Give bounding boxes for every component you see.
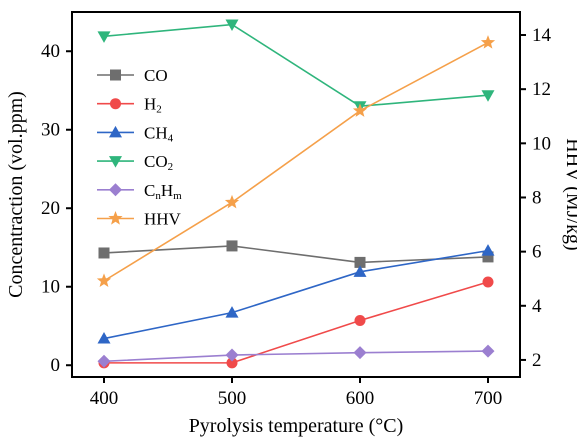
y2-tick-label: 10 [532, 133, 551, 154]
point-hhv [352, 103, 368, 117]
legend-item-co: CO [97, 66, 168, 85]
line-ch4 [103, 249, 489, 340]
line-h2 [104, 281, 489, 364]
y-axis-title: Concentraction (vol.ppm) [5, 91, 27, 298]
point-co [226, 240, 238, 252]
line-co [103, 245, 489, 264]
point-ch4 [97, 332, 111, 344]
x-tick-label: 700 [474, 388, 503, 409]
y2-axis-title: HHV (MJ/kg) [562, 138, 577, 250]
y-tick-label: 20 [41, 198, 60, 219]
legend-item-co2: CO2 [97, 152, 173, 173]
line-co2 [103, 23, 489, 108]
point-cnhm [97, 354, 111, 368]
point-ch4 [481, 244, 495, 256]
point-cnhm [225, 348, 239, 362]
point-co [98, 247, 110, 259]
y2-tick-label: 6 [532, 242, 542, 263]
point-cnhm [353, 346, 367, 360]
y2-tick-label: 8 [532, 187, 542, 208]
series-h2 [98, 276, 494, 369]
point-h2 [226, 357, 238, 369]
point-hhv [480, 35, 496, 49]
y2-tick-label: 2 [532, 350, 542, 371]
point-co2 [481, 90, 495, 102]
line-hhv [103, 41, 489, 282]
legend-item-ch4: CH4 [97, 123, 174, 144]
series-cnhm [97, 344, 495, 368]
point-h2 [354, 314, 366, 326]
point-hhv [224, 194, 240, 209]
legend-item-hhv: HHV [97, 210, 182, 229]
legend-label-cnhm: CnHm [144, 181, 182, 202]
ticks-layer: 400 500 600 700 0 10 20 30 40 2 4 6 8 10 12 14 [41, 25, 552, 409]
series-hhv [96, 35, 496, 287]
legend-marker-ch4 [109, 125, 122, 138]
legend-label-hhv: HHV [144, 210, 182, 229]
y-tick-label: 0 [51, 355, 61, 376]
legend-label-co2: CO2 [144, 152, 173, 173]
series-co [98, 240, 494, 268]
legend-marker-cnhm [109, 183, 122, 197]
x-tick-label: 600 [346, 388, 375, 409]
point-co2 [97, 31, 111, 43]
legend-marker-h2 [110, 98, 121, 110]
y-tick-label: 40 [41, 41, 60, 62]
point-ch4 [353, 265, 367, 277]
point-hhv [96, 273, 112, 287]
y-tick-label: 10 [41, 277, 60, 298]
series-ch4 [97, 244, 495, 344]
series-layer [96, 19, 496, 369]
y-tick-label: 30 [41, 120, 60, 141]
point-co [482, 251, 494, 263]
x-tick-label: 400 [90, 388, 119, 409]
point-h2 [482, 276, 494, 288]
x-axis-title: Pyrolysis temperature (°C) [189, 415, 404, 437]
x-tick-label: 500 [218, 388, 247, 409]
y2-tick-label: 12 [532, 79, 551, 100]
point-co2 [225, 19, 239, 32]
point-ch4 [225, 306, 239, 318]
point-co [354, 256, 366, 268]
plot-frame [71, 11, 521, 378]
legend-marker-co [110, 69, 121, 81]
legend-marker-hhv [108, 211, 123, 225]
line-cnhm [103, 350, 489, 363]
legend-marker-co2 [109, 156, 122, 168]
y2-tick-label: 4 [532, 296, 542, 317]
y2-tick-label: 14 [532, 25, 552, 46]
legend-label-co: CO [144, 66, 168, 85]
point-cnhm [481, 344, 495, 358]
legend-label-ch4: CH4 [144, 123, 174, 144]
legend-item-cnhm: CnHm [97, 181, 182, 202]
